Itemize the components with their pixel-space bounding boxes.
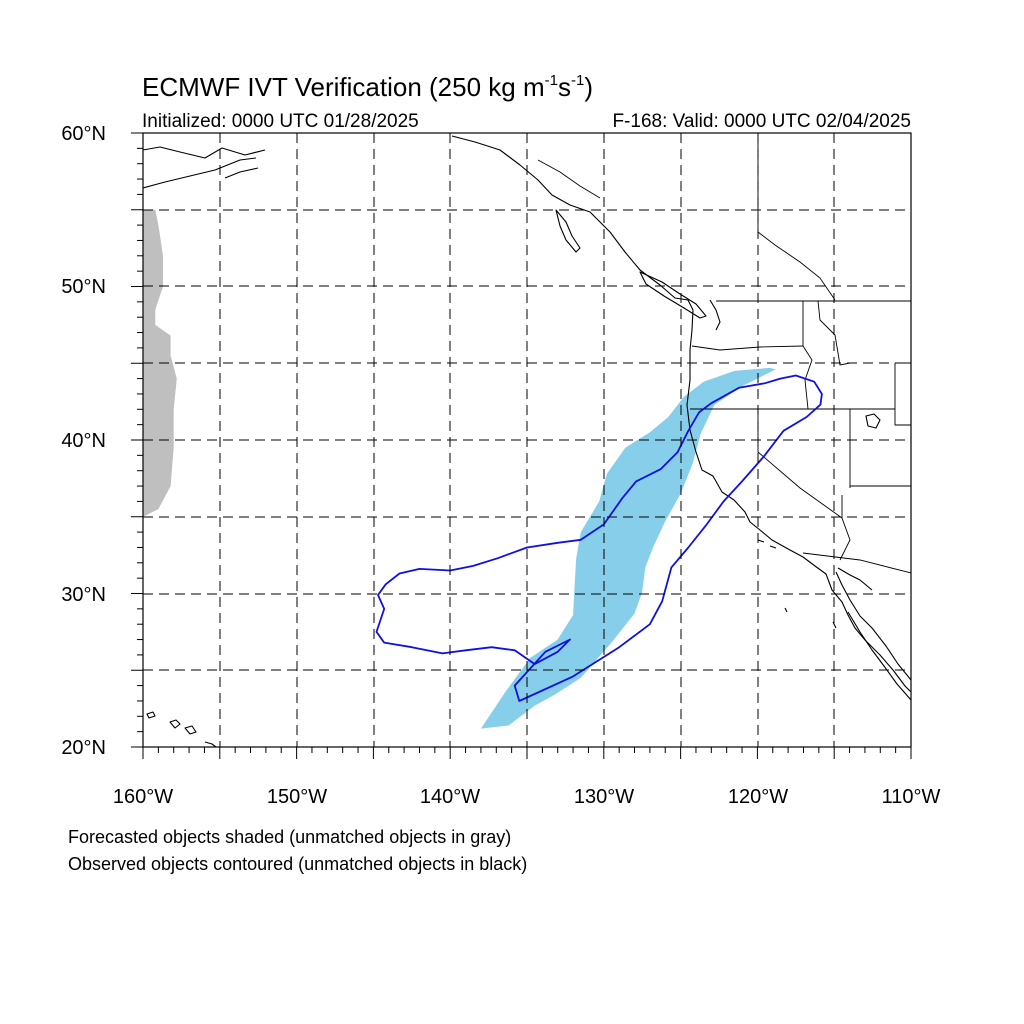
mexico-coastline [847,611,911,701]
lon-label-110w: 110°W [881,786,941,808]
idaho-montana-border [817,300,851,366]
north-america-coastline [451,135,911,693]
oregon-idaho-border [802,345,813,410]
puget-sound [709,299,721,331]
lon-label-120w: 120°W [727,786,789,808]
footnote-forecast: Forecasted objects shaded (unmatched obj… [68,827,512,847]
great-salt-lake [865,413,881,429]
us-mexico-border [802,552,911,574]
alaska-coastline [143,146,266,189]
baja-peninsula-outline [835,567,911,681]
lon-label-140w: 140°W [419,786,481,808]
map-frame [142,132,912,748]
lat-label-40n: 40°N [61,430,106,452]
lat-label-60n: 60°N [61,123,106,145]
footnote-observed: Observed objects contoured (unmatched ob… [68,854,528,874]
arizona-california-border [839,495,851,561]
lon-label-130w: 130°W [573,786,635,808]
graticule-lines [143,133,911,747]
wyoming-border [894,362,911,426]
lat-label-30n: 30°N [61,584,106,606]
california-nevada-border [757,409,843,519]
hawaii-islands [146,711,217,747]
axis-ticks [131,132,912,759]
lat-label-50n: 50°N [61,276,106,298]
lon-label-150w: 150°W [266,786,328,808]
political-borders-layer [537,133,911,574]
observed-objects-layer [375,374,823,702]
vancouver-island-outline [639,271,707,319]
washington-oregon-border [691,345,804,351]
observed-object-matched [375,374,823,702]
forecast-object-matched [480,367,776,729]
bc-alberta-border [757,133,836,301]
lat-label-20n: 20°N [61,737,106,759]
lon-label-160w: 160°W [112,786,174,808]
initialized-time-label: Initialized: 0000 UTC 01/28/2025 [142,111,419,132]
haida-gwaii-outline [555,209,581,253]
alaska-canada-border [537,159,601,199]
valid-time-label: F-168: Valid: 0000 UTC 02/04/2025 [612,111,911,132]
map-title: ECMWF IVT Verification (250 kg m-1s-1) [142,72,593,102]
coastline-layer [143,135,911,747]
channel-islands [757,539,837,629]
